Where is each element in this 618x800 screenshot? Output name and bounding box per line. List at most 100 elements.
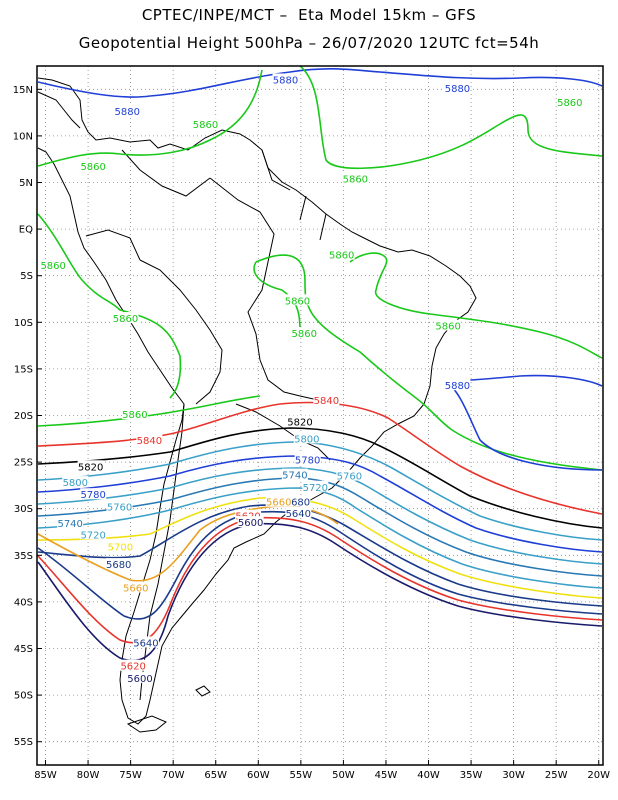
contour-label: 5600: [238, 518, 263, 529]
lon-tick-label: 70W: [162, 770, 185, 781]
contour-label-bg: [132, 636, 159, 648]
contour-label: 5860: [80, 162, 105, 173]
contour-label-bg: [281, 468, 308, 480]
lat-tick-label: 5S: [20, 271, 33, 282]
contour-label-bg: [328, 248, 355, 260]
contour-label-bg: [112, 312, 139, 324]
contour-label-bg: [272, 73, 299, 85]
lon-tick-label: 35W: [460, 770, 483, 781]
contour-label-bg: [122, 581, 149, 593]
lon-tick-label: 85W: [34, 770, 57, 781]
border-venezuela-colombia: [121, 149, 211, 197]
contour-label: 5820: [78, 462, 103, 473]
contour-label-bg: [106, 500, 133, 512]
contour-label: 5740: [57, 519, 82, 530]
contour-label-bg: [57, 517, 84, 529]
contour-label: 5860: [122, 410, 147, 421]
contour-label: 5860: [557, 98, 582, 109]
contour-label-bg: [444, 81, 471, 93]
contour-label: 5640: [286, 509, 311, 520]
lat-tick-label: 5N: [19, 178, 33, 189]
contour-label-bg: [126, 671, 153, 683]
lat-tick-label: 15N: [13, 85, 33, 96]
contour-label-bg: [444, 379, 471, 391]
contour-label: 5600: [127, 674, 152, 685]
contour-label-bg: [342, 172, 369, 184]
contour-label: 5740: [282, 471, 307, 482]
contour-label-bg: [120, 659, 147, 671]
axis-ticks: 15N 10N 5N EQ 5S 10S 15S 20S 25S 30S 35S 40S 45S 50S 5…: [13, 85, 610, 781]
contour-5860-brazil-loop: [253, 252, 603, 471]
contour-label-bg: [40, 258, 67, 270]
contour-5740: [37, 477, 603, 577]
contour-5880-north: [37, 68, 603, 98]
contour-label-bg: [336, 469, 363, 481]
contour-label-bg: [192, 118, 219, 130]
contour-5680: [37, 504, 603, 607]
tierra-del-fuego: [126, 715, 167, 733]
contour-label: 5860: [435, 322, 460, 333]
contour-label: 5860: [329, 251, 354, 262]
contour-label: 5760: [337, 472, 362, 483]
contour-label: 5820: [287, 418, 312, 429]
contour-label: 5800: [294, 434, 319, 445]
contour-label-bg: [265, 495, 292, 507]
lat-tick-label: 10S: [14, 318, 33, 329]
lat-tick-label: 10N: [13, 131, 33, 142]
lat-tick-label: 20S: [14, 411, 33, 422]
contour-label: 5860: [113, 314, 138, 325]
geopotential-contours: [37, 66, 603, 662]
falkland-islands: [195, 685, 211, 697]
contour-5780: [37, 455, 603, 553]
contour-label: 5660: [266, 498, 291, 509]
lat-tick-label: 25S: [14, 458, 33, 469]
contour-5860-south: [37, 395, 261, 427]
chart-title: CPTEC/INPE/MCT – Eta Model 15km – GFS: [141, 6, 477, 24]
contour-label-bg: [286, 415, 313, 427]
contour-label: 5620: [120, 662, 145, 673]
lat-tick-label: 30S: [14, 504, 33, 515]
contour-label: 5860: [292, 329, 317, 340]
contour-label-bg: [121, 408, 148, 420]
contour-label-bg: [114, 105, 141, 117]
contour-label: 5760: [107, 502, 132, 513]
contour-label-bg: [80, 528, 107, 540]
contour-label-bg: [80, 160, 107, 172]
contour-label-bg: [105, 558, 132, 570]
contour-label: 5880: [273, 75, 298, 86]
contour-label: 5860: [285, 296, 310, 307]
contour-label-bg: [62, 476, 89, 488]
lon-tick-label: 65W: [204, 770, 227, 781]
lat-tick-label: EQ: [19, 225, 33, 236]
contour-label: 5840: [137, 436, 162, 447]
contour-label: 5880: [445, 381, 470, 392]
contour-label-bg: [293, 432, 320, 444]
contour-label: 5720: [80, 530, 105, 541]
lon-tick-label: 60W: [247, 770, 270, 781]
lon-tick-label: 80W: [77, 770, 100, 781]
contour-label: 5860: [343, 174, 368, 185]
contour-5760: [37, 467, 603, 565]
coastlines-borders: [37, 77, 477, 733]
contour-label-bg: [136, 434, 163, 446]
contour-label-bg: [294, 453, 321, 465]
lat-tick-label: 55S: [14, 737, 33, 748]
lon-tick-label: 30W: [502, 770, 525, 781]
lon-tick-label: 25W: [545, 770, 568, 781]
contour-label: 5880: [445, 84, 470, 95]
contour-label-bg: [80, 488, 107, 500]
contour-label-bg: [77, 460, 104, 472]
contour-5640: [37, 510, 603, 620]
border-ecuador: [85, 229, 141, 261]
contour-5800: [37, 441, 603, 541]
contour-5860-north: [37, 66, 603, 399]
central-america-coastline: [37, 91, 81, 129]
contour-label-bg: [302, 480, 329, 492]
contour-label-bg: [237, 516, 264, 528]
contour-label: 5840: [314, 396, 339, 407]
lon-tick-label: 40W: [417, 770, 440, 781]
lon-tick-label: 50W: [332, 770, 355, 781]
contour-label: 5780: [80, 490, 105, 501]
border-guianas: [261, 149, 327, 241]
contour-label: 5800: [63, 478, 88, 489]
